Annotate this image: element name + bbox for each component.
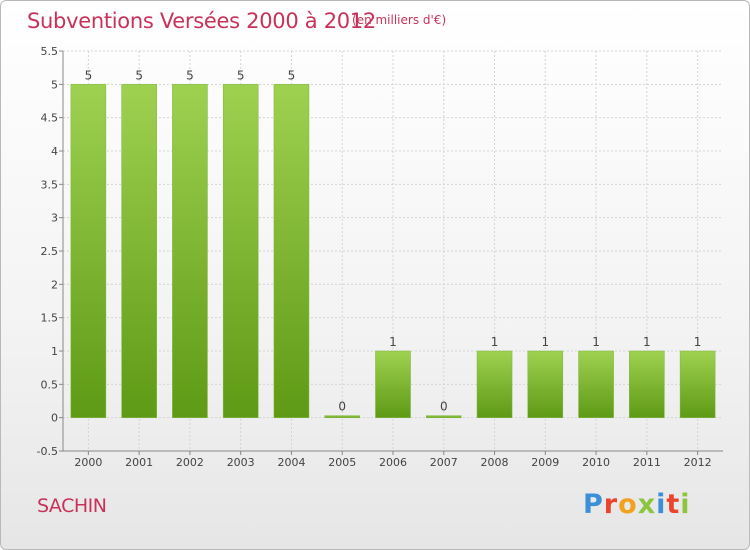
bar <box>578 350 614 418</box>
logo-letter: x <box>637 489 657 520</box>
bar-value-label: 0 <box>338 400 346 414</box>
logo-letter: r <box>603 489 619 520</box>
chart-subtitle: (en milliers d'€) <box>352 13 447 27</box>
bar-value-label: 0 <box>440 400 448 414</box>
bars <box>70 84 716 418</box>
x-tick-label: 2012 <box>684 456 712 469</box>
bar-value-label: 5 <box>237 68 245 82</box>
chart-title: Subventions Versées 2000 à 2012 <box>27 9 376 33</box>
bar <box>324 415 360 418</box>
bar <box>527 350 564 418</box>
bar <box>121 84 157 418</box>
logo-letter: i <box>680 489 691 520</box>
y-tick-label: 1 <box>51 345 58 358</box>
proxiti-logo: Proxiti <box>583 489 691 520</box>
logo-letter: i <box>656 489 667 520</box>
logo-letter: P <box>583 489 604 520</box>
bar <box>629 350 665 418</box>
y-tick-label: 4.5 <box>41 112 59 125</box>
bar-value-label: 1 <box>541 335 549 349</box>
logo-letter: t <box>666 489 681 520</box>
y-tick-label: 3.5 <box>41 178 59 191</box>
y-tick-label: 4 <box>51 145 58 158</box>
bar <box>70 84 107 418</box>
bar-value-label: 1 <box>592 335 600 349</box>
bar-value-label: 1 <box>694 335 702 349</box>
y-tick-label: 2 <box>51 278 58 291</box>
bar <box>426 415 462 418</box>
y-tick-label: 5 <box>51 78 58 91</box>
bar <box>679 350 716 418</box>
bar-value-label: 1 <box>389 335 397 349</box>
axes: -0.5 0 0.5 1 1.5 2 2.5 3 3.5 4 4.5 5 5.5 5 2000 5 2001 5 2… <box>37 45 723 469</box>
x-tick-label: 2011 <box>633 456 661 469</box>
bar-value-label: 5 <box>288 68 296 82</box>
y-tick-label: 3 <box>51 212 58 225</box>
x-tick-label: 2001 <box>125 456 153 469</box>
y-tick-label: 0 <box>51 412 58 425</box>
y-tick-label: 1.5 <box>41 312 59 325</box>
bar-value-label: 5 <box>186 68 194 82</box>
x-tick-label: 2007 <box>430 456 458 469</box>
bar <box>375 350 411 418</box>
bar-value-label: 1 <box>491 335 499 349</box>
x-tick-label: 2010 <box>582 456 610 469</box>
y-tick-label: -0.5 <box>37 445 58 458</box>
bar <box>273 84 310 418</box>
x-tick-label: 2003 <box>227 456 255 469</box>
x-tick-label: 2006 <box>379 456 407 469</box>
bar <box>222 84 259 418</box>
bar-value-label: 5 <box>135 68 143 82</box>
bar <box>172 84 208 418</box>
logo-letter: o <box>618 489 638 520</box>
commune-name: SACHIN <box>37 495 107 517</box>
x-tick-label: 2002 <box>176 456 204 469</box>
y-tick-label: 5.5 <box>41 45 59 58</box>
x-tick-label: 2000 <box>74 456 102 469</box>
y-tick-label: 0.5 <box>41 378 59 391</box>
x-tick-label: 2008 <box>481 456 509 469</box>
y-tick-label: 2.5 <box>41 245 59 258</box>
x-tick-label: 2004 <box>277 456 305 469</box>
x-tick-label: 2009 <box>531 456 559 469</box>
x-tick-label: 2005 <box>328 456 356 469</box>
bar <box>476 350 513 418</box>
bar-value-label: 1 <box>643 335 651 349</box>
bar-value-label: 5 <box>85 68 93 82</box>
